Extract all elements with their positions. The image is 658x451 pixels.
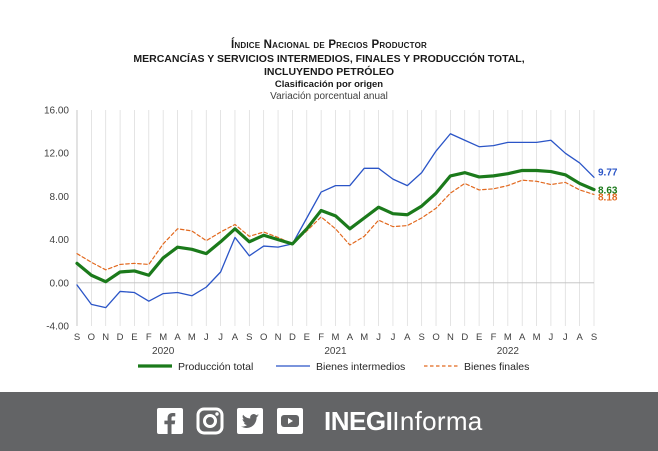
x-tick-label: N [102, 332, 109, 343]
x-tick-label: J [391, 332, 396, 343]
x-tick-label: J [549, 332, 554, 343]
year-label: 2022 [497, 346, 520, 357]
footer-bar [0, 392, 658, 451]
x-tick-label: A [404, 332, 411, 343]
x-tick-label: M [332, 332, 340, 343]
series-line-bienes-intermedios [76, 133, 595, 309]
chart-subtitle-1: MERCANCÍAS Y SERVICIOS INTERMEDIOS, FINA… [133, 53, 525, 65]
x-tick-label: M [360, 332, 368, 343]
chart-title: Índice Nacional de Precios Productor [230, 39, 427, 51]
chart-titles: Índice Nacional de Precios Productor MER… [0, 38, 658, 103]
x-tick-label: O [432, 332, 439, 343]
chart-subtitle-2: INCLUYENDO PETRÓLEO [263, 66, 395, 78]
x-tick-label: D [117, 332, 124, 343]
x-tick-label: F [491, 332, 497, 343]
x-tick-label: S [246, 332, 252, 343]
y-tick-label: 4.00 [50, 235, 70, 246]
x-tick-label: A [174, 332, 181, 343]
x-tick-label: O [260, 332, 267, 343]
y-tick-label: 16.00 [44, 106, 69, 117]
y-tick-label: -4.00 [46, 322, 69, 333]
x-tick-label: N [275, 332, 282, 343]
x-tick-label: M [159, 332, 167, 343]
chart-y-label: Variación porcentual anual [270, 91, 388, 102]
y-tick-label: 8.00 [50, 192, 70, 203]
social-links [156, 407, 304, 435]
youtube-icon[interactable] [276, 407, 304, 435]
x-tick-label: D [461, 332, 468, 343]
x-tick-label: J [204, 332, 209, 343]
x-tick-label: A [232, 332, 239, 343]
series-end-label: 8.63 [598, 186, 618, 197]
x-tick-label: M [533, 332, 541, 343]
series-end-label: 9.77 [598, 167, 618, 178]
x-tick-label: A [347, 332, 354, 343]
brand-bold: INEGI [324, 406, 393, 436]
chart-area [0, 0, 658, 392]
instagram-icon[interactable] [196, 407, 224, 435]
x-tick-label: E [131, 332, 137, 343]
year-label: 2021 [324, 346, 347, 357]
inegi-informa-logo: INEGIInforma [324, 405, 483, 437]
x-tick-label: F [318, 332, 324, 343]
x-tick-label: J [563, 332, 568, 343]
y-tick-label: 12.00 [44, 149, 69, 160]
facebook-icon[interactable] [156, 407, 184, 435]
x-tick-label: S [418, 332, 424, 343]
y-tick-label: 0.00 [50, 278, 70, 289]
x-tick-label: J [376, 332, 381, 343]
twitter-icon[interactable] [236, 407, 264, 435]
x-tick-label: E [304, 332, 310, 343]
year-label: 2020 [152, 346, 175, 357]
chart-subtitle-3: Clasificación por origen [274, 79, 384, 90]
series-end-label: 8.18 [598, 192, 618, 203]
x-tick-label: A [576, 332, 583, 343]
legend-label: Bienes intermedios [316, 361, 405, 373]
brand-regular: Informa [392, 406, 483, 436]
x-tick-label: E [476, 332, 482, 343]
series-line-producción-total [75, 168, 596, 284]
x-tick-label: S [74, 332, 80, 343]
x-tick-label: F [146, 332, 152, 343]
x-tick-label: D [289, 332, 296, 343]
series-line-bienes-finales [76, 179, 595, 271]
x-tick-label: M [188, 332, 196, 343]
x-tick-label: J [218, 332, 223, 343]
x-tick-label: M [504, 332, 512, 343]
x-tick-label: O [88, 332, 95, 343]
x-tick-label: A [519, 332, 526, 343]
legend-label: Producción total [178, 361, 253, 373]
x-tick-label: S [591, 332, 597, 343]
x-tick-label: N [447, 332, 454, 343]
legend-label: Bienes finales [464, 361, 529, 373]
